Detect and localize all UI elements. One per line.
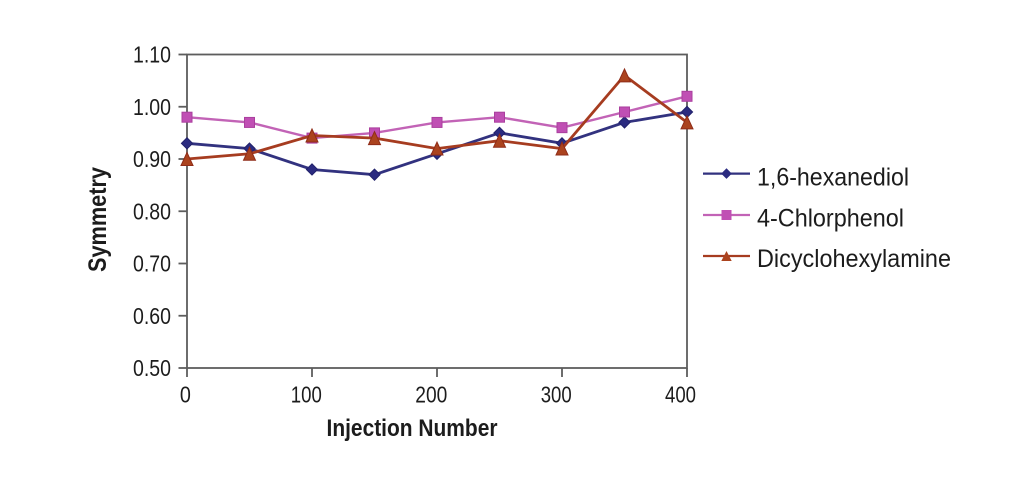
svg-text:400: 400 [665, 382, 696, 408]
svg-text:200: 200 [415, 382, 447, 408]
svg-text:300: 300 [541, 382, 572, 408]
svg-text:0: 0 [180, 382, 191, 408]
svg-text:1,6-hexanediol: 1,6-hexanediol [757, 163, 909, 191]
svg-text:100: 100 [291, 382, 322, 408]
svg-text:0.60: 0.60 [133, 303, 171, 329]
svg-text:Injection Number: Injection Number [327, 415, 498, 442]
svg-text:0.50: 0.50 [133, 355, 171, 381]
svg-text:0.70: 0.70 [133, 251, 171, 277]
svg-text:0.80: 0.80 [133, 198, 171, 224]
svg-text:1.00: 1.00 [133, 94, 171, 120]
svg-text:4-Chlorphenol: 4-Chlorphenol [757, 204, 904, 232]
svg-text:0.90: 0.90 [133, 146, 171, 172]
svg-text:1.10: 1.10 [133, 42, 171, 68]
svg-text:Symmetry: Symmetry [84, 167, 112, 272]
svg-text:Dicyclohexylamine: Dicyclohexylamine [757, 245, 951, 273]
